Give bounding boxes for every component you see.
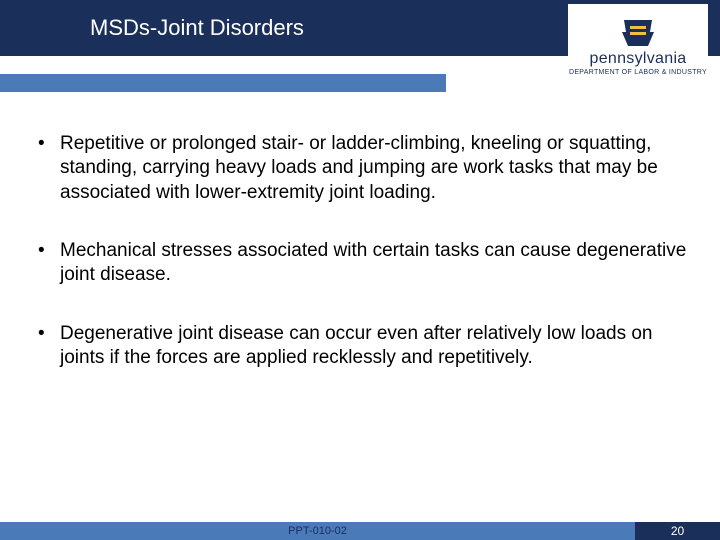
bullet-list: Repetitive or prolonged stair- or ladder…: [32, 132, 688, 370]
footer: PPT-010-02 20: [0, 522, 720, 540]
bullet-item: Mechanical stresses associated with cert…: [32, 239, 688, 288]
page-number: 20: [671, 524, 684, 538]
footer-right: 20: [635, 522, 720, 540]
accent-bar: [0, 74, 446, 92]
bullet-item: Repetitive or prolonged stair- or ladder…: [32, 132, 688, 205]
footer-code: PPT-010-02: [288, 525, 347, 537]
bullet-item: Degenerative joint disease can occur eve…: [32, 322, 688, 371]
footer-left: PPT-010-02: [0, 522, 635, 540]
content-area: Repetitive or prolonged stair- or ladder…: [0, 92, 720, 370]
logo-main-text: pennsylvania: [590, 50, 687, 68]
slide-title: MSDs-Joint Disorders: [90, 15, 304, 41]
keystone-icon: [620, 18, 656, 48]
logo-sub-text: DEPARTMENT OF LABOR & INDUSTRY: [569, 69, 707, 76]
logo-area: pennsylvania DEPARTMENT OF LABOR & INDUS…: [568, 4, 708, 89]
